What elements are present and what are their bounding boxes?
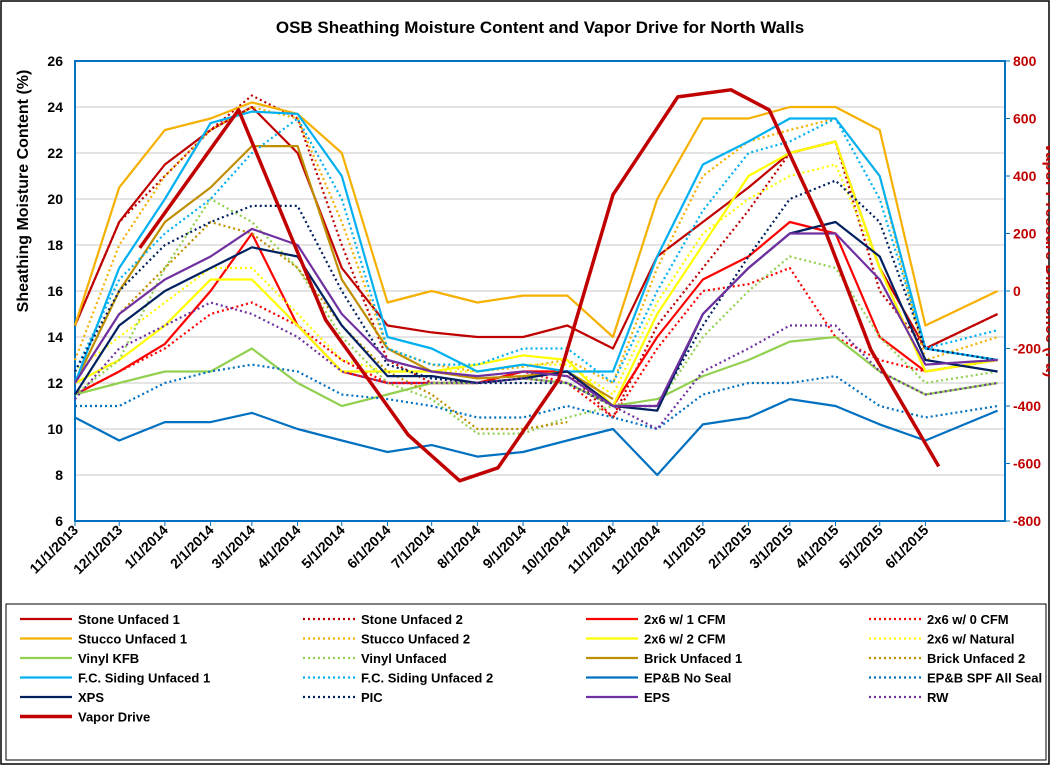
y-tick-label: 18 [47,237,63,253]
y-tick-label: 12 [47,375,63,391]
legend-label: Vinyl KFB [78,651,139,666]
series-line [73,110,998,384]
y2-axis-label: Vapor Pressure Difference (Pa) [1042,143,1050,378]
series-line [74,220,998,412]
legend-label: EPS [644,690,670,705]
series-line [74,227,998,408]
y-tick-label: 22 [47,145,63,161]
y2-tick-label: 800 [1013,53,1037,69]
y2-tick-label: 0 [1013,283,1021,299]
legend-label: PIC [361,690,383,705]
legend-label: RW [927,690,949,705]
series-line [73,101,999,339]
series-line [75,363,998,431]
legend-label: Brick Unfaced 1 [644,651,742,666]
legend-label: F.C. Siding Unfaced 1 [78,671,210,686]
legend-label: Stucco Unfaced 2 [361,632,470,647]
y2-tick-label: -800 [1013,513,1041,529]
legend-label: 2x6 w/ 1 CFM [644,612,726,627]
y-tick-label: 24 [47,99,63,115]
legend-label: EP&B SPF All Seal [927,671,1042,686]
series-line [74,398,999,477]
series-line [74,301,998,431]
legend-label: F.C. Siding Unfaced 2 [361,671,493,686]
y2-tick-label: 400 [1013,168,1037,184]
y-axis-label: Sheathing Moisture Content (%) [15,70,32,313]
legend-box [5,603,1047,761]
y2-tick-label: -600 [1013,456,1041,472]
y-tick-label: 26 [47,53,63,69]
y2-tick-label: 200 [1013,226,1037,242]
y-tick-label: 20 [47,191,63,207]
legend-label: EP&B No Seal [644,671,731,686]
series-line [74,140,998,408]
y-tick-label: 10 [47,421,63,437]
y-tick-label: 6 [55,513,63,529]
series-line [138,88,941,483]
y2-tick-label: -400 [1013,398,1041,414]
legend-label: 2x6 w/ 2 CFM [644,632,726,647]
y-tick-label: 16 [47,283,63,299]
y-tick-label: 8 [55,467,63,483]
plot-frame [74,60,1006,522]
legend-label: Vapor Drive [78,710,150,725]
series-line [74,220,568,431]
legend-label: Brick Unfaced 2 [927,651,1025,666]
y-tick-label: 14 [47,329,63,345]
legend-label: XPS [78,690,104,705]
series-line [74,179,998,408]
chart-title: OSB Sheathing Moisture Content and Vapor… [276,18,804,37]
legend-label: 2x6 w/ 0 CFM [927,612,1009,627]
legend-label: Stone Unfaced 1 [78,612,180,627]
legend-label: 2x6 w/ Natural [927,632,1014,647]
legend-label: Stucco Unfaced 1 [78,632,187,647]
legend-label: Vinyl Unfaced [361,651,447,666]
series-line [74,145,614,401]
series-line [73,105,998,385]
legend-label: Stone Unfaced 2 [361,612,463,627]
y2-tick-label: -200 [1013,341,1041,357]
y2-tick-label: 600 [1013,111,1037,127]
